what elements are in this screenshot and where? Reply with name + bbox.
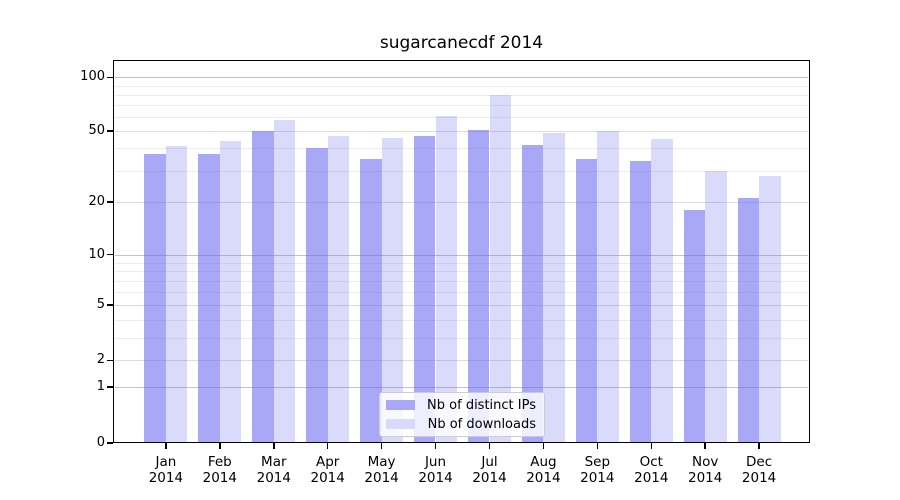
y-tick-label-2: 2 [96, 352, 105, 368]
x-tick-label-apr: Apr 2014 [310, 454, 345, 486]
x-tick-nov [704, 443, 706, 449]
bar-downloads-nov [705, 170, 727, 443]
bar-distinct-ips-nov [683, 209, 706, 443]
y-tick-1 [107, 386, 113, 388]
bar-downloads-may [381, 137, 404, 443]
bar-distinct-ips-jun [413, 135, 436, 443]
legend-label-downloads: Nb of downloads [427, 416, 536, 432]
y-tick-0 [107, 442, 113, 444]
x-tick-label-oct: Oct 2014 [634, 454, 669, 486]
x-tick-label-mar: Mar 2014 [256, 454, 291, 486]
legend-item-downloads: Nb of downloads [386, 417, 536, 432]
x-tick-label-jul: Jul 2014 [472, 454, 507, 486]
bar-downloads-jun [435, 115, 458, 443]
gridline-2 [115, 360, 808, 362]
bar-distinct-ips-feb [198, 154, 220, 443]
bar-distinct-ips-aug [521, 144, 544, 443]
y-tick-label-5: 5 [96, 297, 105, 313]
bar-downloads-apr [327, 135, 350, 443]
bar-downloads-feb [219, 141, 242, 443]
x-tick-mar [273, 443, 275, 449]
gridline-60 [115, 116, 808, 118]
bar-distinct-ips-sep [575, 158, 598, 443]
y-tick-label-100: 100 [80, 69, 105, 85]
x-tick-label-feb: Feb 2014 [202, 454, 237, 486]
x-tick-label-aug: Aug 2014 [526, 454, 561, 486]
x-tick-label-nov: Nov 2014 [688, 454, 723, 486]
y-tick-50 [107, 130, 113, 132]
bar-distinct-ips-dec [737, 198, 760, 443]
bar-downloads-jan [165, 146, 188, 443]
gridline-4 [115, 320, 808, 322]
bar-downloads-dec [759, 175, 781, 443]
legend-item-distinct-ips: Nb of distinct IPs [386, 398, 536, 413]
y-tick-label-10: 10 [88, 246, 105, 262]
gridline-8 [115, 271, 808, 273]
legend-swatch-downloads [386, 418, 415, 430]
y-tick-label-1: 1 [96, 378, 105, 394]
y-tick-label-50: 50 [88, 123, 105, 139]
gridline-100 [115, 77, 808, 79]
gridline-7 [115, 281, 808, 283]
bar-distinct-ips-may [360, 158, 382, 443]
bar-distinct-ips-apr [306, 148, 328, 443]
x-tick-sep [596, 443, 599, 449]
gridline-5 [115, 305, 808, 307]
x-tick-feb [219, 443, 221, 449]
x-tick-label-may: May 2014 [364, 454, 399, 486]
x-tick-oct [650, 443, 652, 449]
bar-downloads-sep [597, 131, 619, 443]
bar-distinct-ips-jul [467, 129, 490, 443]
bar-downloads-jul [489, 94, 512, 443]
y-tick-2 [107, 359, 113, 361]
gridline-30 [115, 170, 808, 172]
x-tick-label-jan: Jan 2014 [148, 454, 184, 486]
y-tick-label-0: 0 [96, 435, 105, 450]
gridline-10 [115, 254, 808, 256]
chart-title: sugarcanecdf 2014 [379, 33, 544, 53]
x-tick-label-dec: Dec 2014 [741, 454, 777, 486]
bar-distinct-ips-oct [629, 160, 652, 443]
gridline-20 [115, 201, 808, 203]
x-tick-jul [488, 443, 491, 449]
x-tick-label-sep: Sep 2014 [580, 454, 615, 486]
bar-downloads-mar [273, 119, 296, 443]
bar-distinct-ips-jan [144, 154, 166, 443]
gridline-80 [115, 94, 808, 96]
bar-downloads-oct [651, 139, 673, 443]
legend-label-distinct-ips: Nb of distinct IPs [427, 397, 536, 413]
x-tick-aug [542, 443, 545, 449]
y-tick-20 [107, 201, 113, 203]
gridline-90 [115, 85, 808, 87]
y-tick-10 [107, 253, 113, 256]
gridline-40 [115, 148, 808, 150]
gridline-1 [115, 386, 808, 388]
x-tick-apr [326, 443, 329, 449]
gridline-3 [115, 338, 808, 340]
bar-downloads-aug [543, 132, 565, 443]
legend: Nb of distinct IPs Nb of downloads [379, 392, 545, 437]
x-tick-label-jun: Jun 2014 [418, 454, 453, 486]
x-tick-dec [758, 443, 760, 449]
x-tick-may [380, 443, 383, 449]
bar-distinct-ips-mar [252, 131, 274, 443]
y-tick-label-20: 20 [88, 193, 105, 209]
x-tick-jan [165, 443, 167, 449]
gridline-50 [115, 131, 808, 133]
gridline-9 [115, 262, 808, 264]
gridline-70 [115, 105, 808, 106]
x-tick-jun [434, 443, 437, 449]
legend-swatch-distinct-ips [386, 399, 415, 411]
gridline-6 [115, 292, 808, 294]
y-tick-5 [107, 304, 113, 306]
y-tick-100 [107, 76, 113, 79]
